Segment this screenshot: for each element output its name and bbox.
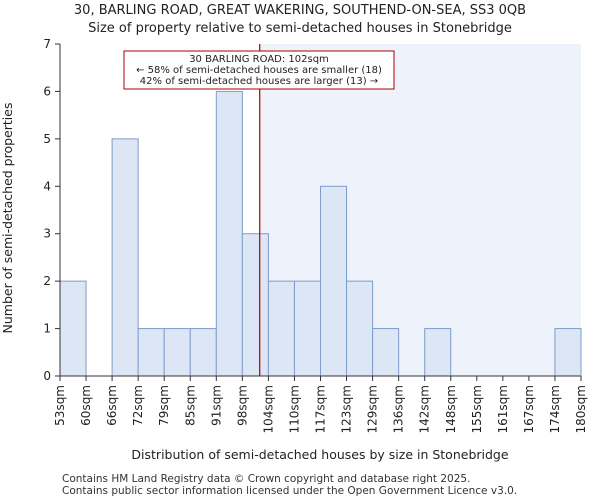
x-tick-label: 104sqm [261,385,275,433]
x-tick-label: 136sqm [392,385,406,433]
x-axis-label: Distribution of semi-detached houses by … [131,447,508,462]
y-tick-label: 5 [43,132,51,146]
x-tick-label: 85sqm [183,385,197,426]
y-tick-label: 1 [43,322,51,336]
bar-66sqm [111,138,139,377]
x-tick-label: 167sqm [522,385,536,433]
x-tick-label: 91sqm [209,385,223,426]
annotation-line-3: 42% of semi-detached houses are larger (… [140,76,378,87]
x-tick-label: 148sqm [444,385,458,433]
chart-title: 30, BARLING ROAD, GREAT WAKERING, SOUTHE… [73,3,527,18]
bar-142sqm [424,328,452,377]
bar-123sqm [346,280,374,377]
footer-licence: Contains public sector information licen… [62,485,518,497]
x-tick-label: 161sqm [496,385,510,433]
x-tick-label: 53sqm [53,385,67,426]
x-tick-label: 60sqm [79,385,93,426]
bar-117sqm [320,185,348,377]
y-tick-label: 4 [43,179,51,193]
x-tick-label: 110sqm [287,385,301,433]
x-tick-label: 142sqm [418,385,432,433]
x-tick-label: 129sqm [366,385,380,433]
bar-72sqm [137,328,165,377]
y-axis-label: Number of semi-detached properties [0,103,15,334]
bar-174sqm [554,328,582,377]
bar-85sqm [189,328,217,377]
chart-subtitle: Size of property relative to semi-detach… [88,21,512,36]
x-tick-label: 66sqm [105,385,119,426]
y-tick-label: 3 [43,227,51,241]
x-tick-label: 79sqm [157,385,171,426]
y-tick-label: 6 [43,84,51,98]
footer-copyright: Contains HM Land Registry data © Crown c… [62,473,471,485]
bar-104sqm [267,280,295,377]
y-tick-label: 0 [43,369,51,383]
annotation-line-1: 30 BARLING ROAD: 102sqm [189,54,329,65]
annotation-box [123,50,395,90]
x-tick-label: 123sqm [340,385,354,433]
bar-79sqm [163,328,191,377]
x-tick-label: 155sqm [470,385,484,433]
bar-110sqm [293,280,322,377]
y-tick-label: 7 [43,37,51,51]
bar-53sqm [59,280,87,377]
annotation-line-2: ← 58% of semi-detached houses are smalle… [136,65,382,76]
y-tick-label: 2 [43,274,51,288]
bar-91sqm [215,90,243,377]
x-tick-label: 72sqm [131,385,145,426]
bar-129sqm [372,328,400,377]
bar-98sqm [241,233,269,377]
x-tick-label: 174sqm [548,385,562,433]
x-tick-label: 180sqm [574,385,588,433]
x-tick-label: 117sqm [314,385,328,433]
x-tick-label: 98sqm [235,385,249,426]
